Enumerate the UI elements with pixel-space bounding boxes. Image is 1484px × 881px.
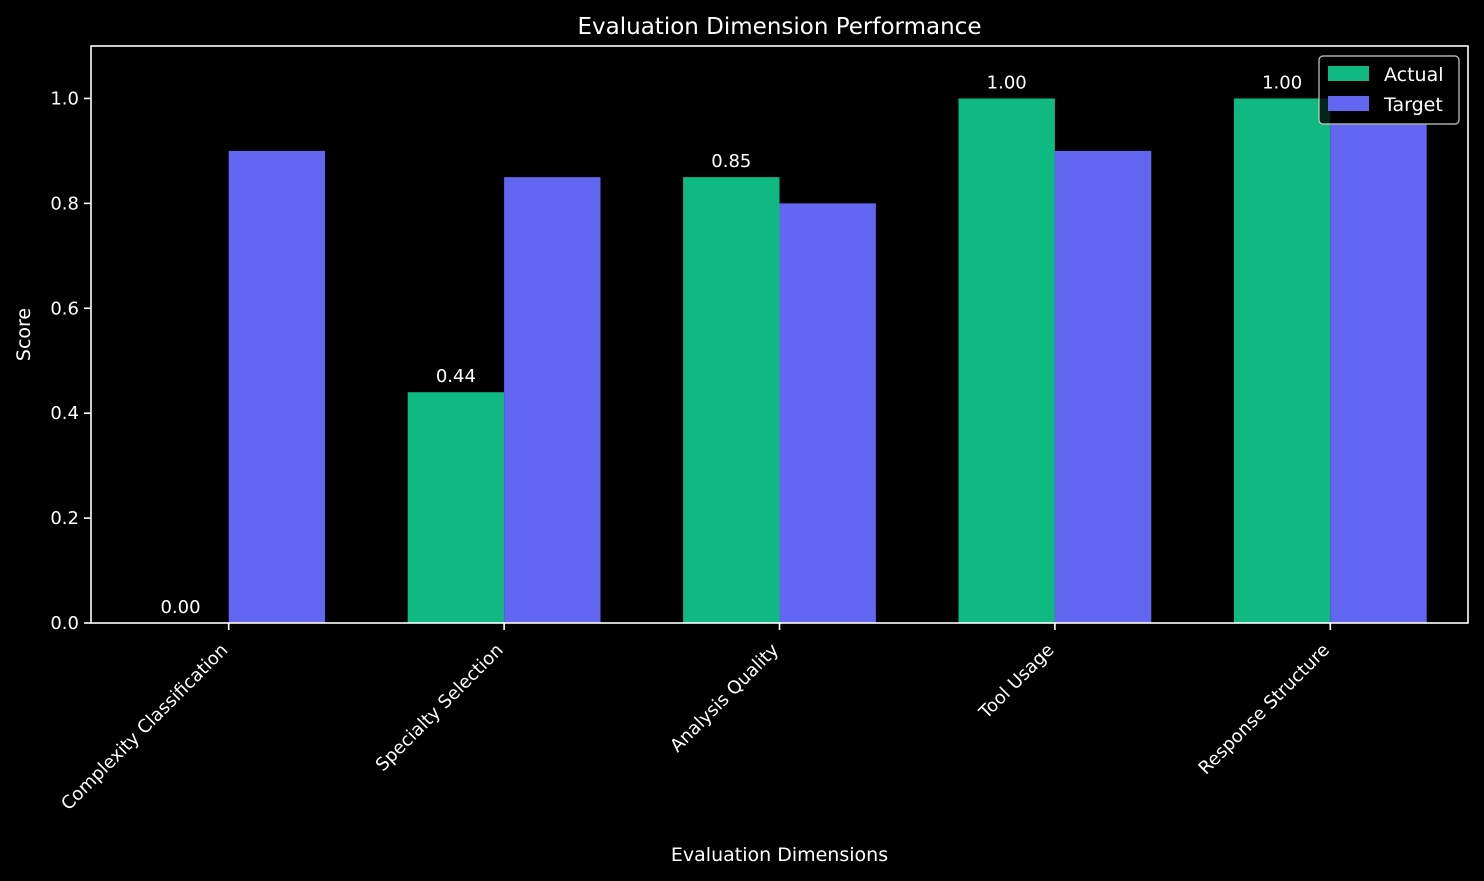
y-tick-label: 0.2 [50, 508, 79, 529]
legend: Actual Target [1318, 55, 1460, 125]
bar-actual [407, 392, 505, 623]
bar-target [1054, 150, 1152, 623]
bar-value-label: 0.44 [436, 366, 476, 387]
bar-value-label: 0.85 [711, 151, 751, 172]
bar-target [504, 177, 601, 624]
bar-value-label: 0.00 [160, 597, 200, 618]
y-tick-label: 0.4 [50, 403, 79, 424]
x-axis-label: Evaluation Dimensions [671, 844, 888, 866]
bar-value-label: 1.00 [987, 72, 1027, 93]
bar-value-label: 1.00 [1262, 72, 1302, 93]
bar-target [228, 150, 326, 623]
y-axis-label: Score [13, 308, 35, 361]
y-tick-label: 0.0 [50, 613, 79, 634]
bar-target [1330, 124, 1427, 623]
legend-swatch [1328, 96, 1369, 111]
y-tick-label: 0.8 [50, 193, 79, 214]
y-tick-label: 1.0 [50, 88, 79, 109]
y-tick-label: 0.6 [50, 298, 79, 319]
chart-title: Evaluation Dimension Performance [578, 14, 982, 40]
bar-actual [683, 177, 780, 624]
legend-label: Target [1383, 94, 1443, 116]
legend-swatch [1328, 66, 1369, 81]
legend-label: Actual [1384, 64, 1444, 86]
bar-target [779, 203, 876, 623]
bar-actual [1233, 98, 1331, 624]
bar-actual [958, 98, 1055, 624]
